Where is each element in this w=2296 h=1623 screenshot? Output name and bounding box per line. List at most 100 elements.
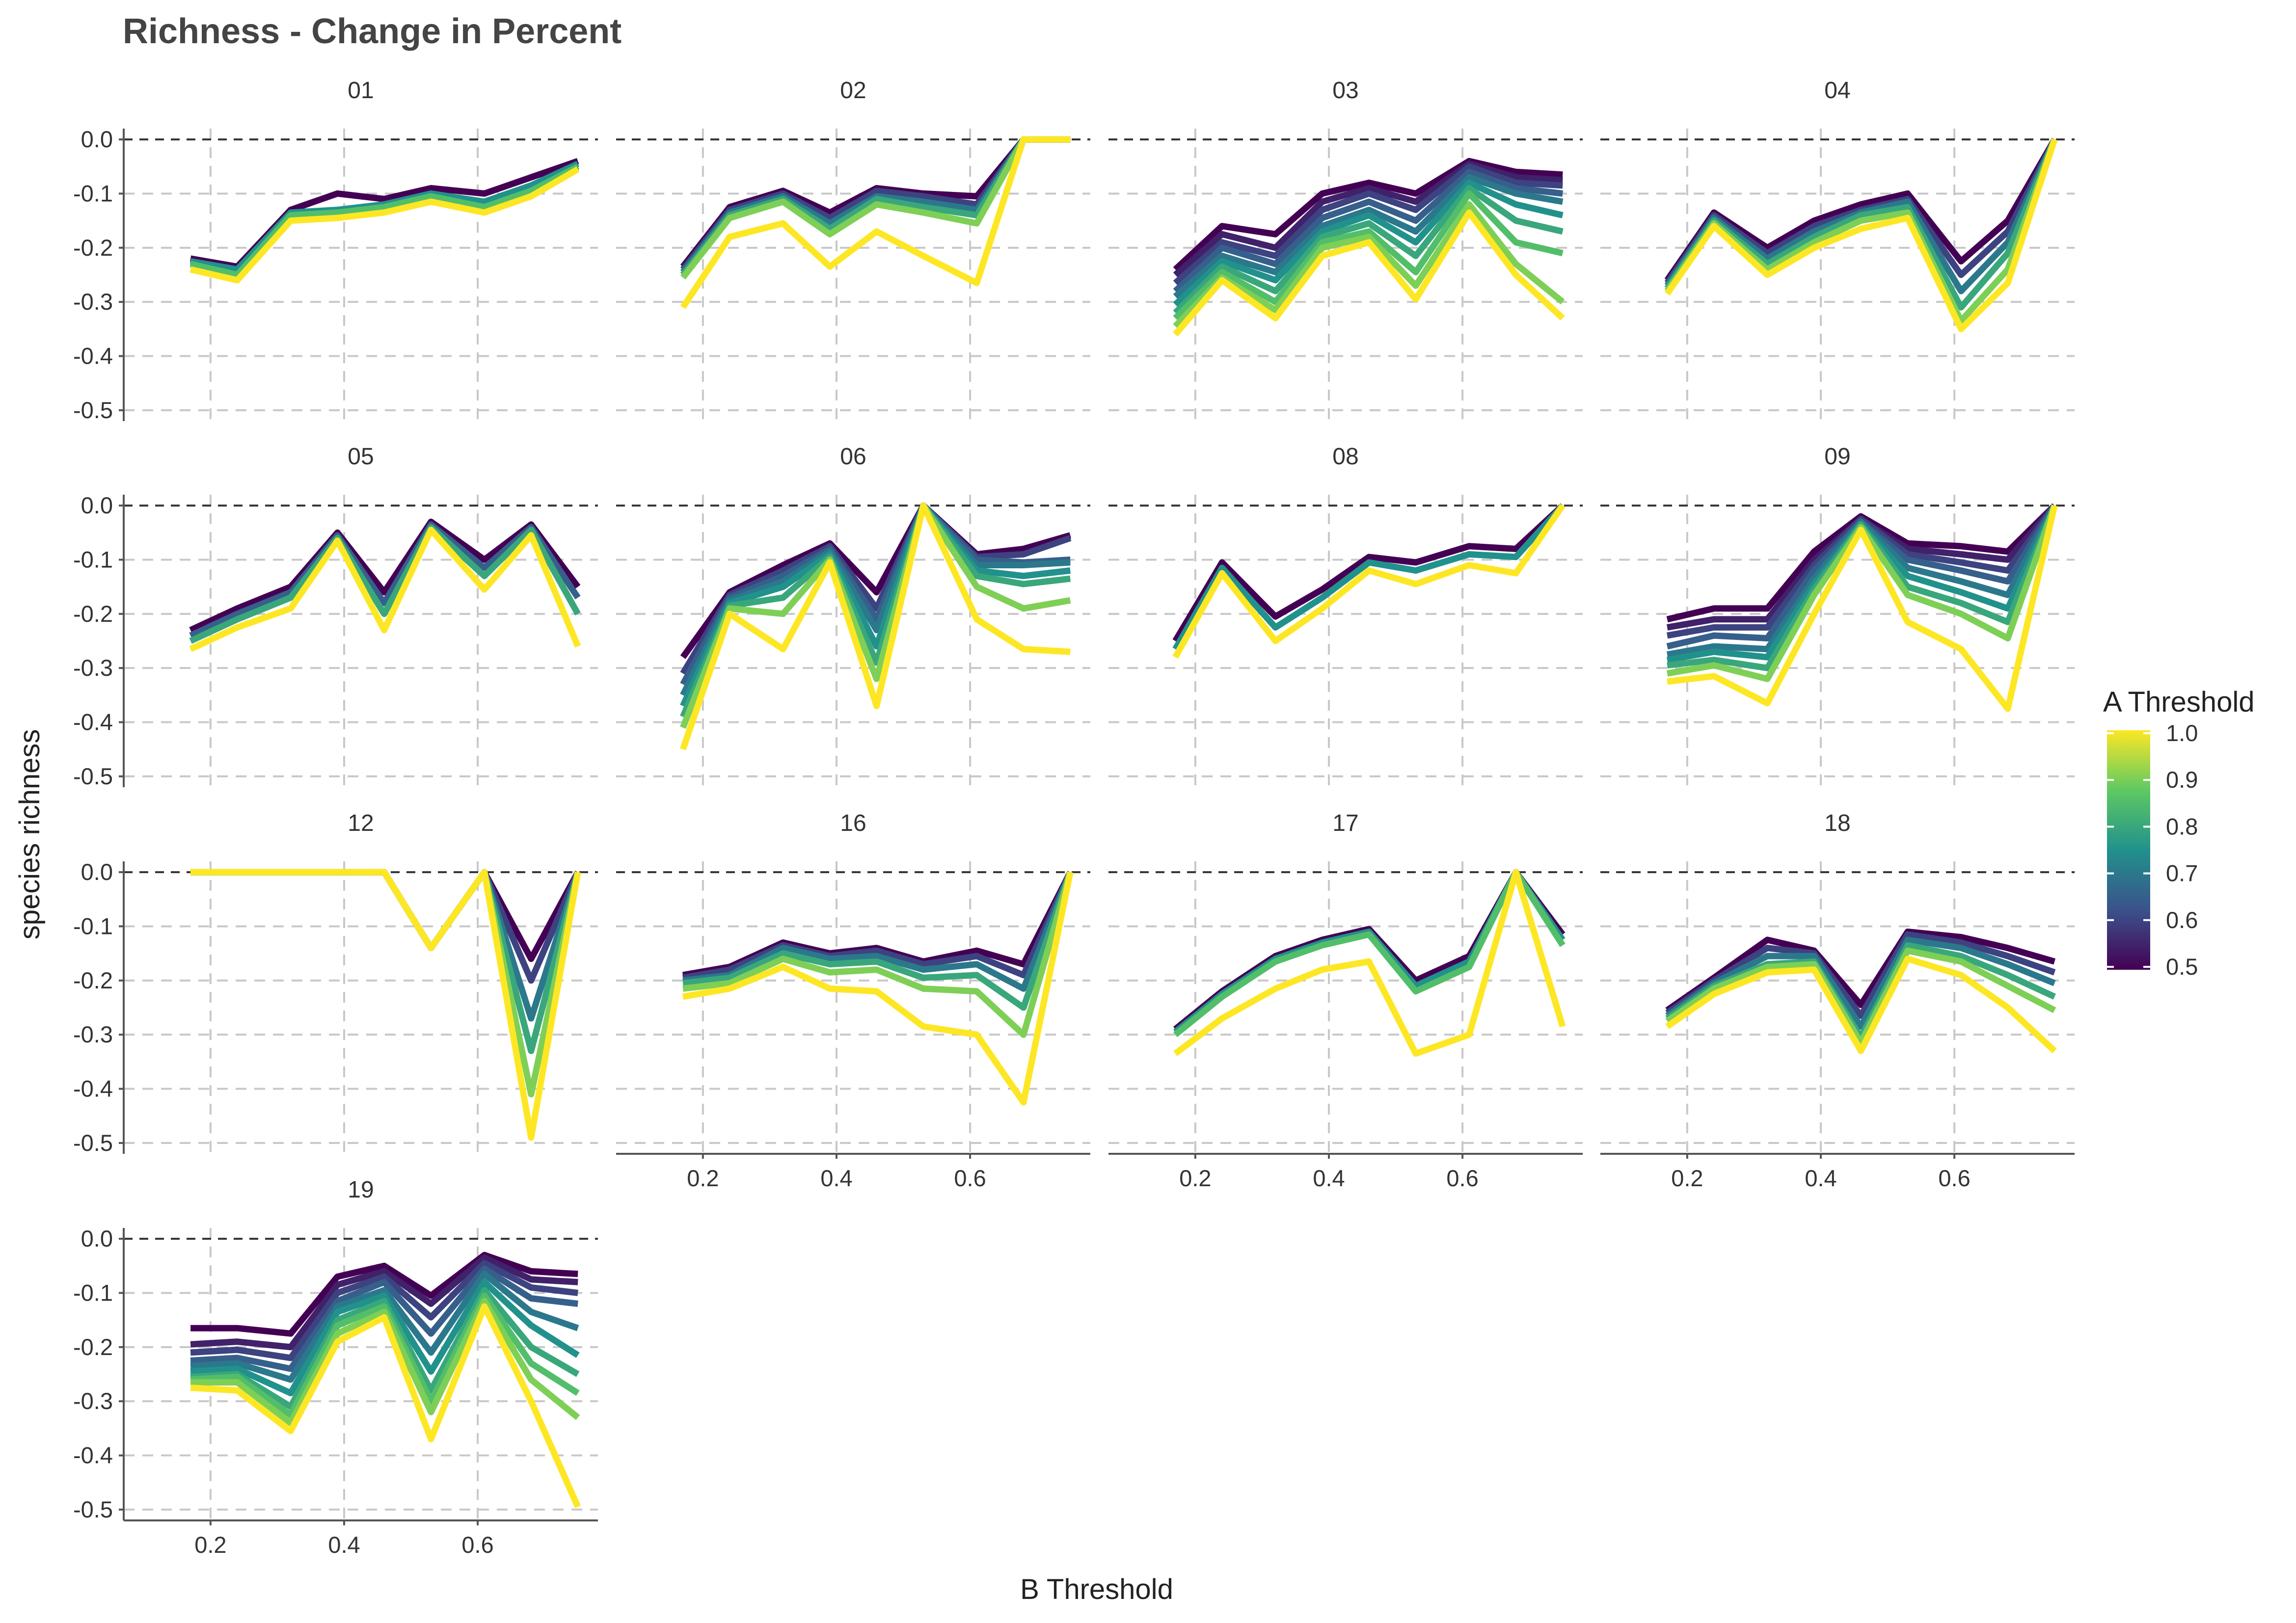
facet-strip-label: 19 — [348, 1177, 374, 1203]
series-line-a-1 — [680, 136, 1071, 309]
series-line-a-1 — [679, 502, 1071, 750]
facet-panel-12: 12 0.0 -0.1 -0.2 -0.3 -0.4 -0.5 — [73, 810, 598, 1156]
y-tick-label: -0.5 — [73, 763, 113, 789]
facet-strip-label: 18 — [1824, 810, 1850, 836]
series-line-a-1 — [190, 869, 581, 1141]
y-tick-label: 0.0 — [81, 859, 113, 885]
y-tick-label: -0.3 — [73, 1021, 113, 1047]
y-tick-label: -0.4 — [73, 709, 113, 735]
series-line-a-0.9 — [682, 871, 1074, 1038]
series-line-a-0.9 — [1173, 201, 1565, 329]
y-tick-label: -0.5 — [73, 1130, 113, 1156]
facet-strip-label: 12 — [348, 810, 374, 836]
series-line-a-0.6 — [1665, 931, 2056, 1019]
series-line-a-1 — [682, 871, 1074, 1106]
facet-panel-09: 09 — [1600, 444, 2075, 787]
y-axis-title: species richness — [14, 729, 46, 940]
y-tick-label: -0.1 — [73, 913, 113, 939]
x-tick-label: 0.2 — [1671, 1165, 1703, 1191]
x-tick-label: 0.6 — [1446, 1165, 1478, 1191]
series-line-a-0.5 — [1665, 929, 2056, 1013]
facet-panel-05: 05 0.0 -0.1 -0.2 -0.3 -0.4 -0.5 — [73, 444, 598, 789]
x-tick-label: 0.2 — [194, 1532, 226, 1558]
series-line-a-0.65 — [189, 521, 581, 639]
facet-panel-04: 04 — [1600, 78, 2075, 421]
series-line-a-0.6 — [1173, 163, 1563, 286]
y-tick-label: -0.3 — [73, 1388, 113, 1414]
series-line-a-0.55 — [1173, 160, 1563, 277]
series-line-a-0.7 — [682, 871, 1074, 992]
series-line-a-1 — [1173, 869, 1566, 1057]
facet-strip-label: 06 — [840, 444, 866, 470]
legend-tick-label: 0.6 — [2166, 907, 2198, 933]
series-line-a-0.7 — [680, 502, 1071, 697]
series-line-a-0.8 — [1173, 185, 1564, 315]
y-tick-label: -0.5 — [73, 1496, 113, 1522]
series-line-a-1 — [1667, 505, 2058, 712]
x-tick-label: 0.4 — [1313, 1165, 1345, 1191]
series-line-a-0.9 — [680, 136, 1071, 280]
y-tick-label: -0.3 — [73, 289, 113, 315]
facet-panel-19: 19 0.0 -0.1 -0.2 -0.3 -0.4 -0.5 0.2 0.4 0.6 — [73, 1177, 598, 1558]
y-tick-label: 0.0 — [81, 492, 113, 518]
x-tick-label: 0.6 — [1938, 1165, 1970, 1191]
legend-tick-label: 1.0 — [2166, 720, 2198, 746]
series-line-a-1 — [1664, 138, 2058, 332]
series-line-a-0.8 — [189, 524, 581, 644]
series-line-a-0.65 — [190, 1265, 578, 1372]
legend-tick-label: 0.9 — [2166, 767, 2198, 793]
series-line-a-0.8 — [682, 871, 1074, 1011]
series-line-a-1 — [190, 1303, 581, 1509]
facet-panel-01: 01 0.0 -0.1 -0.2 -0.3 -0.4 -0.5 — [73, 78, 598, 423]
legend-tick-label: 0.7 — [2166, 860, 2198, 886]
series-line-a-0.75 — [680, 502, 1071, 708]
series-line-a-0.9 — [680, 502, 1071, 729]
legend-tick-label: 0.8 — [2166, 813, 2198, 839]
facet-strip-label: 02 — [840, 78, 866, 104]
series-line-a-0.6 — [190, 1260, 578, 1361]
y-tick-label: -0.1 — [73, 546, 113, 572]
facet-strip-label: 08 — [1332, 444, 1358, 470]
legend-tick-label: 0.5 — [2166, 954, 2198, 980]
facet-panel-17: 17 0.2 0.4 0.6 — [1108, 810, 1583, 1191]
series-line-a-0.9 — [1665, 947, 2056, 1046]
series-line-a-0.65 — [1173, 168, 1563, 293]
series-line-a-0.5 — [1173, 158, 1563, 272]
facet-strip-label: 16 — [840, 810, 866, 836]
y-tick-label: 0.0 — [81, 126, 113, 152]
y-tick-label: 0.0 — [81, 1225, 113, 1251]
series-line-a-0.8 — [680, 502, 1071, 718]
y-tick-label: -0.4 — [73, 343, 113, 369]
series-line-a-0.5 — [1172, 503, 1565, 643]
series-line-a-0.7 — [1665, 936, 2056, 1030]
facet-panel-18: 18 0.2 0.4 0.6 — [1600, 810, 2075, 1191]
series-line-a-1 — [189, 527, 581, 652]
chart-title: Richness - Change in Percent — [123, 12, 621, 51]
x-tick-label: 0.4 — [820, 1165, 852, 1191]
series-line-a-0.6 — [682, 871, 1074, 981]
x-tick-label: 0.2 — [1179, 1165, 1211, 1191]
series-line-a-1 — [189, 166, 580, 284]
x-axis-title: B Threshold — [1020, 1573, 1173, 1605]
series-line-a-1 — [1173, 209, 1565, 337]
series-line-a-1 — [1172, 504, 1566, 659]
facet-strip-label: 04 — [1824, 78, 1850, 104]
series-line-a-0.5 — [190, 1251, 578, 1337]
legend-colorbar — [2107, 730, 2150, 970]
facet-strip-label: 03 — [1332, 78, 1358, 104]
facet-panel-03: 03 — [1108, 78, 1583, 421]
series-line-a-0.9 — [190, 1298, 580, 1426]
x-tick-label: 0.4 — [328, 1532, 360, 1558]
series-line-a-0.85 — [190, 1292, 580, 1418]
series-line-a-0.85 — [189, 163, 580, 278]
y-tick-label: -0.2 — [73, 235, 113, 261]
y-tick-label: -0.2 — [73, 1334, 113, 1360]
series-line-a-0.65 — [680, 502, 1071, 686]
facet-panel-16: 16 0.2 0.4 0.6 — [616, 810, 1090, 1191]
series-line-a-0.85 — [1173, 190, 1564, 320]
series-line-a-0.75 — [1172, 503, 1566, 651]
y-tick-label: -0.1 — [73, 180, 113, 206]
legend-ticks: 1.0 0.9 0.8 0.7 0.6 0.5 — [2107, 720, 2198, 980]
y-tick-label: -0.4 — [73, 1442, 113, 1468]
